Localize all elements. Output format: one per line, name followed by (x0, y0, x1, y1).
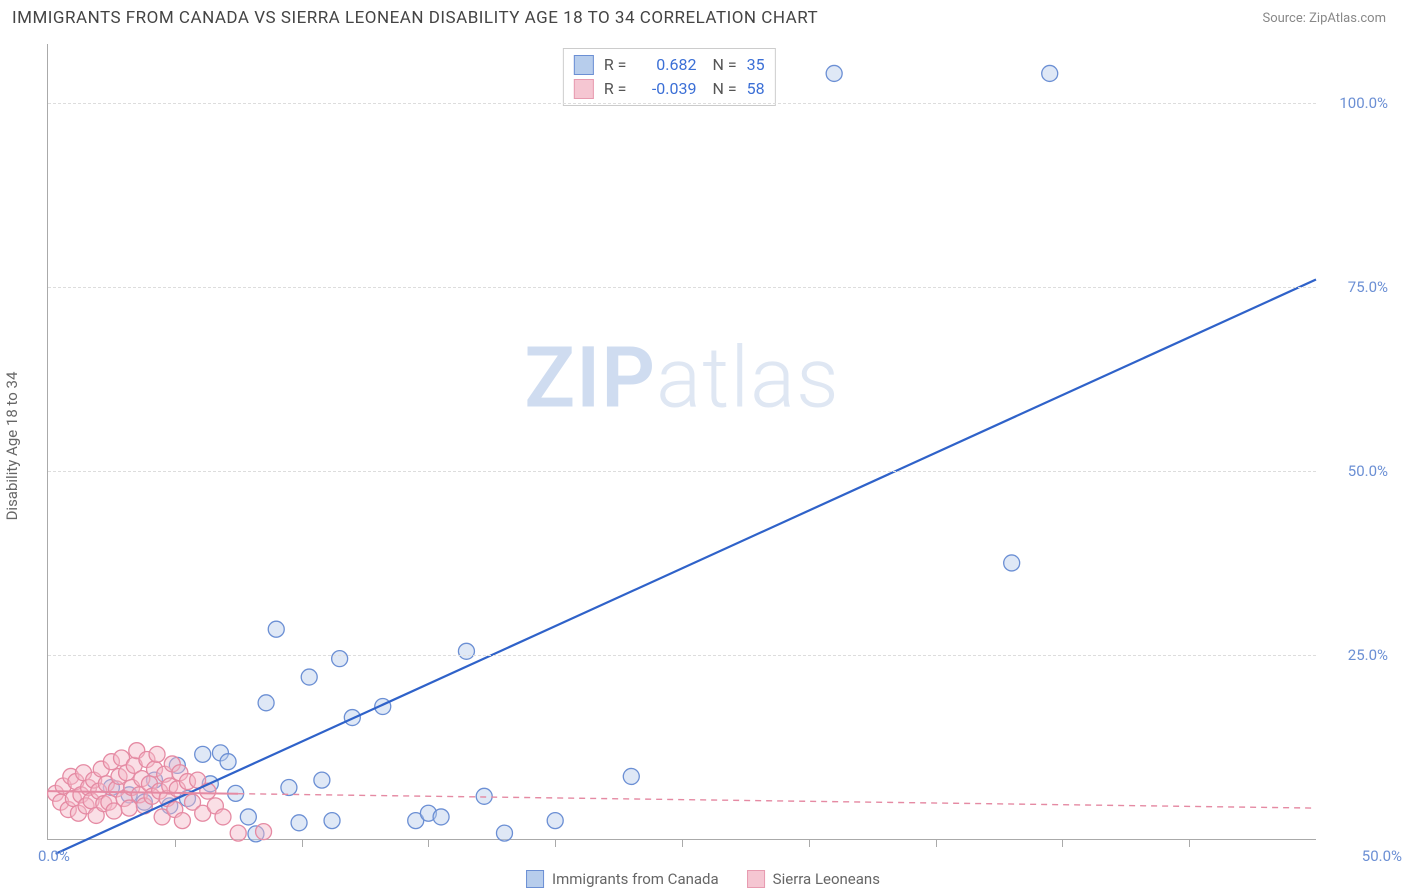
x-tick (175, 839, 176, 847)
y-tick-label: 50.0% (1328, 462, 1388, 480)
r-value: -0.039 (632, 77, 696, 101)
y-axis-label: Disability Age 18 to 34 (3, 372, 21, 521)
gridline (48, 655, 1316, 656)
gridline (48, 287, 1316, 288)
data-point (258, 695, 274, 711)
chart-svg-layer (48, 44, 1316, 839)
y-tick-label: 100.0% (1328, 94, 1388, 112)
n-value: 58 (747, 77, 765, 101)
legend-item: Sierra Leoneans (747, 870, 880, 888)
x-tick (682, 839, 683, 847)
legend-swatch (574, 79, 594, 99)
data-point (496, 825, 512, 841)
y-tick-label: 75.0% (1328, 278, 1388, 296)
gridline (48, 471, 1316, 472)
x-tick (809, 839, 810, 847)
source-attribution: Source: ZipAtlas.com (1262, 11, 1386, 26)
x-end-label: 50.0% (1362, 847, 1402, 865)
x-origin-label: 0.0% (38, 847, 70, 865)
data-point (547, 813, 563, 829)
x-tick (302, 839, 303, 847)
data-point (826, 65, 842, 81)
data-point (268, 621, 284, 637)
data-point (291, 815, 307, 831)
r-value: 0.682 (632, 53, 696, 77)
data-point (149, 746, 165, 762)
n-value: 35 (747, 53, 765, 77)
legend-item: Immigrants from Canada (526, 870, 719, 888)
y-tick-label: 25.0% (1328, 646, 1388, 664)
legend-stat-row: R =-0.039 N = 58 (574, 77, 765, 101)
series-legend: Immigrants from Canada Sierra Leoneans (526, 870, 880, 888)
data-point (433, 809, 449, 825)
data-point (174, 813, 190, 829)
data-point (314, 772, 330, 788)
data-point (281, 779, 297, 795)
legend-label: Immigrants from Canada (552, 870, 719, 888)
x-tick (1189, 839, 1190, 847)
r-label: R = (604, 77, 627, 101)
trend-line (56, 280, 1316, 854)
data-point (1042, 65, 1058, 81)
r-label: R = (604, 53, 627, 77)
data-point (121, 800, 137, 816)
legend-label: Sierra Leoneans (773, 870, 880, 888)
data-point (324, 813, 340, 829)
data-point (215, 809, 231, 825)
data-point (195, 746, 211, 762)
data-point (301, 669, 317, 685)
data-point (230, 825, 246, 841)
source-prefix: Source: (1262, 11, 1309, 26)
legend-swatch (574, 55, 594, 75)
data-point (220, 754, 236, 770)
n-label: N = (712, 53, 736, 77)
legend-swatch (526, 870, 544, 888)
x-tick (936, 839, 937, 847)
data-point (240, 809, 256, 825)
legend-stat-row: R =0.682 N = 35 (574, 53, 765, 77)
correlation-legend-box: R =0.682 N = 35 R =-0.039 N = 58 (563, 48, 776, 106)
x-tick (1062, 839, 1063, 847)
n-label: N = (712, 77, 736, 101)
data-point (256, 824, 272, 840)
chart-title: IMMIGRANTS FROM CANADA VS SIERRA LEONEAN… (12, 8, 818, 28)
gridline (48, 103, 1316, 104)
source-name: ZipAtlas.com (1309, 11, 1386, 26)
legend-swatch (747, 870, 765, 888)
data-point (623, 768, 639, 784)
data-point (332, 651, 348, 667)
data-point (1004, 555, 1020, 571)
x-tick (555, 839, 556, 847)
chart-plot-area: ZIPatlas R =0.682N =35R =-0.039N =58 0.0… (47, 44, 1316, 840)
x-tick (428, 839, 429, 847)
data-point (458, 643, 474, 659)
trend-line-dashed (238, 794, 1316, 808)
chart-header: IMMIGRANTS FROM CANADA VS SIERRA LEONEAN… (0, 0, 1406, 36)
